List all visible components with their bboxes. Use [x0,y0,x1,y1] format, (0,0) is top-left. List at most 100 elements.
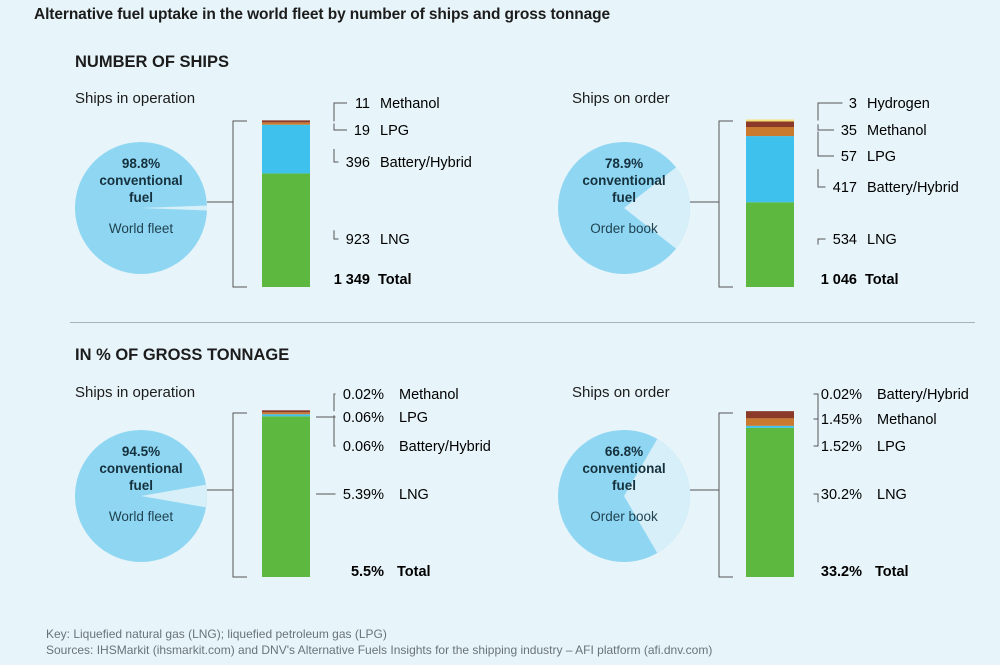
panel-title-ships-on-order: Ships on order [572,90,670,107]
pie-alternative-slice-0 [141,205,207,211]
value-label-methanol-1: 35 [841,123,857,139]
value-label-battery-hybrid-3: 0.02% [821,387,862,403]
pie-label-3: Order book [590,509,658,524]
footnote-key: Key: Liquefied natural gas (LNG); liquef… [46,627,387,641]
chart-title: Alternative fuel uptake in the world fle… [34,6,611,23]
segment-label-methanol-1: Methanol [867,123,927,139]
pie-label-0: World fleet [109,221,174,236]
value-label-lpg-2: 0.06% [343,410,384,426]
leader-line-3 [813,493,819,503]
bracket-1 [718,120,733,288]
footnote-sources: Sources: IHSMarkit (ihsmarkit.com) and D… [46,643,713,657]
bar-segment-methanol-2 [262,410,310,413]
segment-label-lpg-0: LPG [380,123,409,139]
panel-title-ships-on-order-gt: Ships on order [572,384,670,401]
section-title-number-of-ships: NUMBER OF SHIPS [75,53,230,71]
value-label-lng-3: 30.2% [821,487,862,503]
segment-label-battery-hybrid-3: Battery/Hybrid [877,387,969,403]
value-label-lpg-0: 19 [354,123,370,139]
value-label-battery-hybrid-1: 417 [833,180,857,196]
total-label-0: Total [378,272,412,288]
bracket-3 [718,412,733,578]
leader-line-2 [333,415,336,447]
total-value-1: 1 046 [821,272,857,288]
segment-label-lpg-3: LPG [877,439,906,455]
pie-line2-0: fuel [129,190,153,205]
pie-line1-1: conventional [582,173,665,188]
total-value-2: 5.5% [351,564,384,580]
value-label-methanol-2: 0.02% [343,387,384,403]
leader-line-0 [333,149,339,163]
value-label-battery-hybrid-0: 396 [346,155,370,171]
segment-label-lng-2: LNG [399,487,429,503]
bar-segment-methanol-1 [746,121,794,128]
segment-label-lpg-1: LPG [867,149,896,165]
segment-label-lng-3: LNG [877,487,907,503]
total-value-3: 33.2% [821,564,862,580]
bar-segment-lpg-1 [746,127,794,137]
leader-line-1 [817,238,826,245]
pie-label-2: World fleet [109,509,174,524]
pie-line2-3: fuel [612,478,636,493]
value-label-lpg-3: 1.52% [821,439,862,455]
bar-segment-lng-1 [746,202,794,287]
bar-segment-lng-3 [746,427,794,577]
total-value-0: 1 349 [334,272,370,288]
leader-line-1 [817,102,843,121]
panel-title-ships-in-operation-gt: Ships in operation [75,384,196,401]
bar-segment-battery-hybrid-0 [262,124,310,174]
pie-line1-2: conventional [99,461,182,476]
segment-label-methanol-2: Methanol [399,387,459,403]
pie-line2-2: fuel [129,478,153,493]
segment-label-battery-hybrid-2: Battery/Hybrid [399,439,491,455]
bar-segment-methanol-3 [746,411,794,419]
pie-percent-3: 66.8% [605,444,643,459]
bar-segment-battery-hybrid-3 [746,425,794,428]
bracket-0 [232,120,247,288]
segment-label-methanol-0: Methanol [380,96,440,112]
value-label-lng-2: 5.39% [343,487,384,503]
bar-segment-hydrogen-1 [746,119,794,122]
segment-label-lpg-2: LPG [399,410,428,426]
pie-percent-2: 94.5% [122,444,160,459]
bar-segment-lpg-2 [262,412,310,415]
value-label-battery-hybrid-2: 0.06% [343,439,384,455]
pie-percent-0: 98.8% [122,156,160,171]
segment-label-hydrogen-1: Hydrogen [867,96,930,112]
bar-segment-battery-hybrid-1 [746,136,794,203]
leader-line-1 [817,131,834,157]
pie-line1-0: conventional [99,173,182,188]
leader-line-0 [333,102,347,122]
leader-line-1 [817,169,826,188]
leader-line-0 [333,123,347,131]
bar-segment-lpg-3 [746,418,794,426]
section-divider [70,322,975,323]
pie-percent-1: 78.9% [605,156,643,171]
segment-label-battery-hybrid-1: Battery/Hybrid [867,180,959,196]
total-label-2: Total [397,564,431,580]
leader-line-2 [333,393,336,412]
bar-segment-methanol-0 [262,120,310,123]
value-label-methanol-3: 1.45% [821,412,862,428]
bar-segment-lng-2 [262,416,310,577]
value-label-lpg-1: 57 [841,149,857,165]
bar-segment-battery-hybrid-2 [262,414,310,417]
segment-label-battery-hybrid-0: Battery/Hybrid [380,155,472,171]
value-label-lng-1: 534 [833,232,857,248]
total-label-1: Total [865,272,899,288]
pie-label-1: Order book [590,221,658,236]
panel-title-ships-in-operation: Ships in operation [75,90,196,107]
footnote: Key: Liquefied natural gas (LNG); liquef… [46,626,712,658]
leader-line-0 [333,230,339,240]
pie-alternative-slice-1 [624,167,690,249]
section-title-gross-tonnage: IN % OF GROSS TONNAGE [75,346,290,364]
value-label-lng-0: 923 [346,232,370,248]
pie-line2-1: fuel [612,190,636,205]
pie-line1-3: conventional [582,461,665,476]
segment-label-methanol-3: Methanol [877,412,937,428]
total-label-3: Total [875,564,909,580]
leader-line-1 [817,124,834,131]
value-label-methanol-0: 11 [355,96,370,112]
bracket-2 [232,412,247,578]
